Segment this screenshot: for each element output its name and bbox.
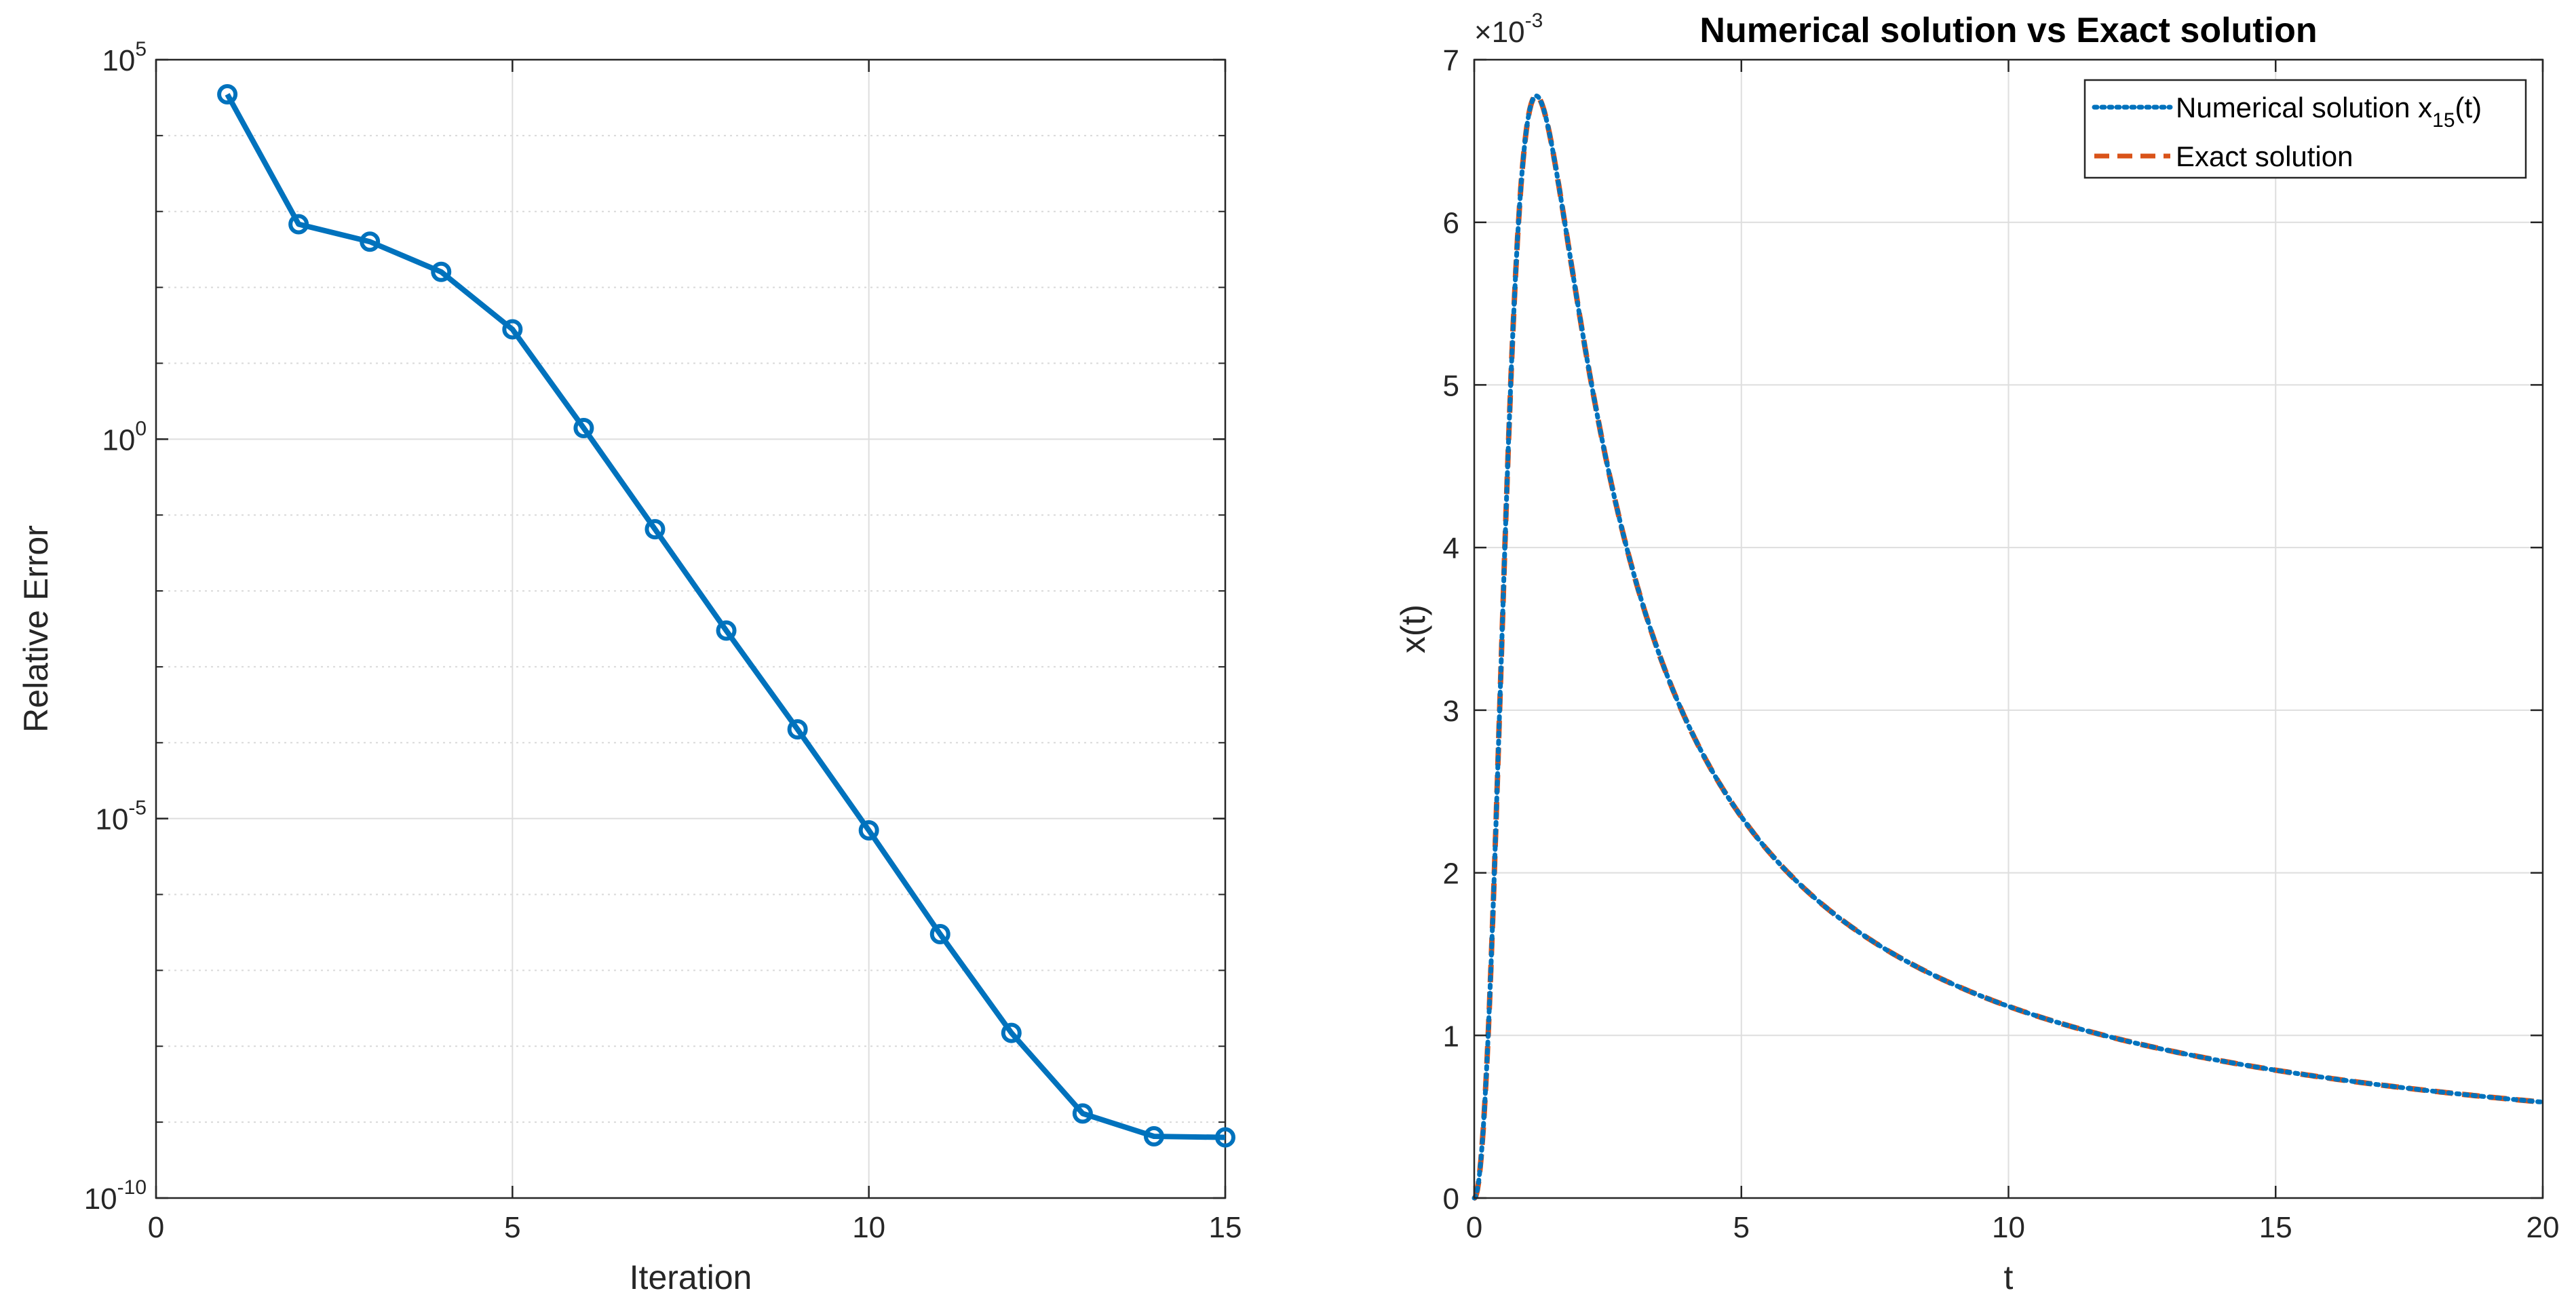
y-tick-label: 4 <box>1443 532 1459 565</box>
legend-label-text: Numerical solution x <box>2176 92 2432 123</box>
y-axis-label: Relative Error <box>17 525 55 733</box>
error-data-point <box>573 417 594 438</box>
error-data-point <box>502 319 523 340</box>
y-tick-label: 7 <box>1443 44 1459 77</box>
x-tick-label: 15 <box>1209 1211 1242 1244</box>
y-tick-label: 3 <box>1443 695 1459 728</box>
error-data-point <box>787 719 808 740</box>
y-tick-label: 10-10 <box>84 1176 147 1216</box>
chart-title: Numerical solution vs Exact solution <box>1699 11 2317 50</box>
error-data-point <box>431 261 452 282</box>
error-data-point <box>929 924 950 945</box>
y-multiplier-base: ×10 <box>1474 16 1525 49</box>
y-tick-label: 0 <box>1443 1182 1459 1216</box>
x-axis-label: t <box>2004 1258 2014 1296</box>
y-tick-base: 10 <box>95 803 128 836</box>
error-data-point <box>858 819 879 841</box>
plot-area <box>156 60 1225 1198</box>
y-tick-exponent: -10 <box>117 1176 147 1199</box>
legend-box <box>2083 79 2527 179</box>
y-tick-base: 10 <box>84 1182 117 1216</box>
y-axis-label: x(t) <box>1394 604 1432 653</box>
error-data-point <box>1215 1127 1235 1148</box>
x-axis-label: Iteration <box>630 1258 752 1296</box>
y-axis-multiplier: ×10-3 <box>1474 9 1543 49</box>
error-data-point <box>1072 1103 1093 1124</box>
numerical-solution-line <box>1472 93 2545 1201</box>
legend-label: Numerical solution x15(t) <box>2176 92 2482 132</box>
error-data-point <box>360 231 381 252</box>
legend-label-suffix: (t) <box>2455 92 2482 123</box>
legend: Numerical solution x15(t) Exact solution <box>2083 79 2527 179</box>
y-tick-label: 10-5 <box>95 797 147 836</box>
y-multiplier-exponent: -3 <box>1525 9 1543 32</box>
legend-label-subscript: 15 <box>2432 109 2455 132</box>
legend-label-text: Exact solution <box>2176 140 2353 172</box>
y-tick-label: 100 <box>102 417 147 457</box>
legend-label: Exact solution <box>2176 140 2353 172</box>
y-tick-label: 5 <box>1443 369 1459 402</box>
y-tick-base: 10 <box>102 423 135 457</box>
x-tick-label: 0 <box>1466 1211 1482 1244</box>
y-tick-exponent: -5 <box>128 797 147 819</box>
x-tick-label: 5 <box>1733 1211 1750 1244</box>
x-tick-label: 0 <box>148 1211 164 1244</box>
y-tick-label: 2 <box>1443 857 1459 891</box>
x-tick-label: 15 <box>2259 1211 2292 1244</box>
error-data-point <box>1001 1022 1022 1043</box>
error-data-point <box>716 620 737 641</box>
y-tick-label: 6 <box>1443 207 1459 240</box>
x-tick-label: 20 <box>2526 1211 2560 1244</box>
error-data-point <box>288 214 309 235</box>
y-tick-exponent: 0 <box>135 417 147 440</box>
y-tick-label: 105 <box>102 38 147 77</box>
y-tick-label: 1 <box>1443 1020 1459 1053</box>
solution-comparison-plot: 0 5 10 15 20 0 1 2 3 4 5 6 7 ×10-3 Numerical solution … <box>1394 9 2559 1296</box>
error-data-point <box>1143 1126 1164 1147</box>
x-tick-label: 10 <box>1992 1211 2025 1244</box>
error-data-point <box>645 519 666 540</box>
x-tick-label: 10 <box>852 1211 885 1244</box>
y-tick-exponent: 5 <box>135 38 147 60</box>
x-tick-label: 5 <box>504 1211 520 1244</box>
error-series-line <box>225 93 1226 1140</box>
error-data-point <box>217 84 238 105</box>
axes-box <box>155 58 1227 1199</box>
y-tick-base: 10 <box>102 44 135 77</box>
